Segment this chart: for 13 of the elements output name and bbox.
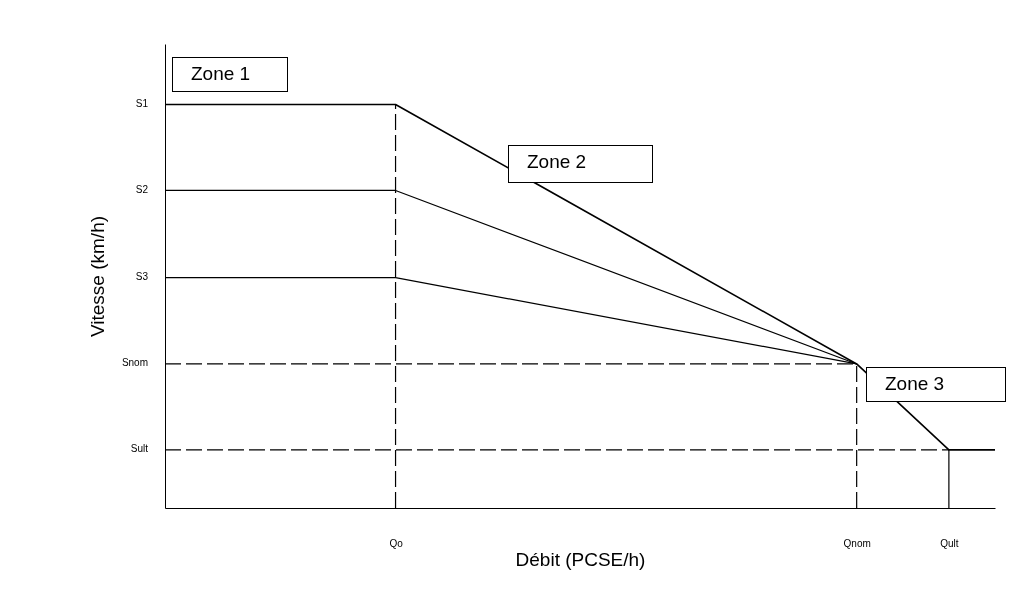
text: Sult	[130, 442, 148, 456]
y-axis-title: Vitesse (km/h)	[86, 215, 108, 338]
text-box: Zone 2	[508, 145, 653, 183]
x-tick-label: Qult	[940, 537, 959, 549]
x-tick-label: Qnom	[843, 537, 871, 549]
x-tick-label: Qo	[389, 537, 404, 549]
text: S2	[135, 183, 148, 197]
text-box: Zone 1	[172, 57, 288, 92]
x-axis-title: Débit (PCSE/h)	[515, 548, 646, 570]
text: S3	[135, 270, 148, 284]
text: S1	[135, 97, 148, 111]
text-box: Zone 3	[866, 367, 1006, 402]
text: Snom	[121, 356, 148, 370]
